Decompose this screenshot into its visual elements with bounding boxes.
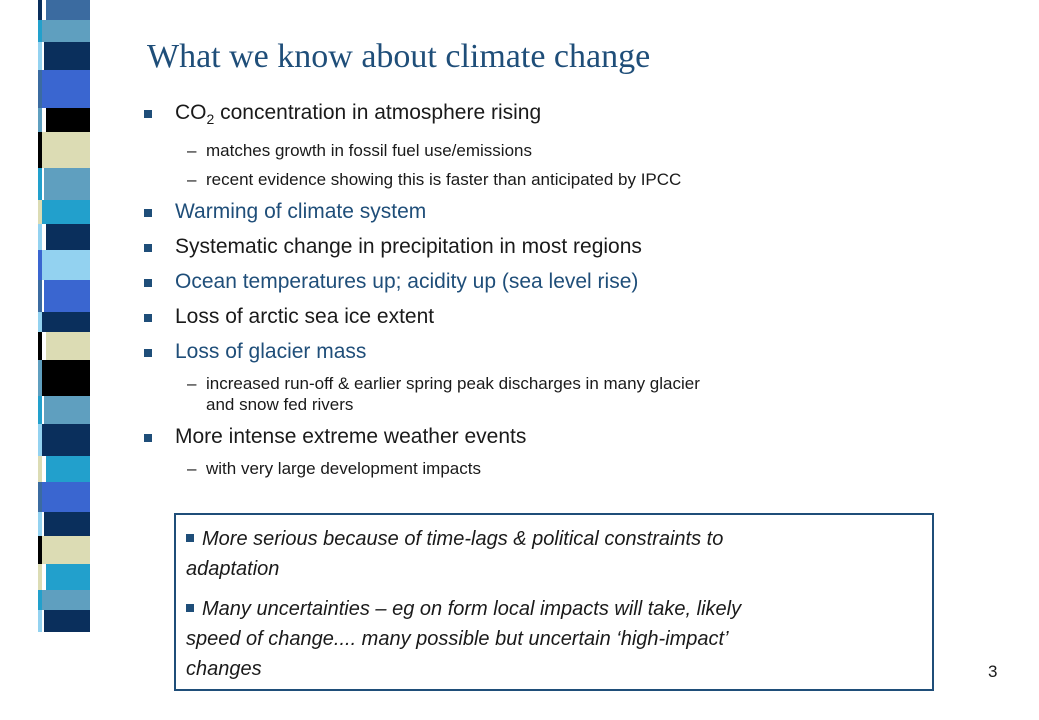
co2-text: concentration in atmosphere rising <box>214 101 542 124</box>
bullet-warming: Warming of climate system <box>142 199 1002 225</box>
stripe-segment <box>44 168 90 200</box>
stripe-edge <box>38 536 42 564</box>
sub-bullet-fossil-fuel: – matches growth in fossil fuel use/emis… <box>142 140 1002 161</box>
stripe-edge <box>38 200 42 224</box>
sub-bullet-text: with very large development impacts <box>206 459 481 479</box>
decorative-stripe-bar <box>38 0 98 720</box>
bullet-marker-icon <box>144 244 152 253</box>
bullet-marker-icon <box>186 533 194 542</box>
dash-marker: – <box>187 141 197 161</box>
callout-time-lags: More serious because of time-lags & poli… <box>186 524 922 584</box>
dash-marker: – <box>187 459 197 479</box>
bullet-text: Systematic change in precipitation in mo… <box>175 235 642 259</box>
bullet-marker-icon <box>144 110 152 118</box>
stripe-segment <box>40 70 90 108</box>
slide-title: What we know about climate change <box>147 38 651 75</box>
bullet-arctic-ice: Loss of arctic sea ice extent <box>142 304 1002 330</box>
co2-subscript: 2 <box>206 111 215 128</box>
stripe-edge <box>38 250 42 280</box>
dash-marker: – <box>187 170 197 190</box>
stripe-edge <box>38 168 42 200</box>
bullet-marker-icon <box>144 434 152 443</box>
bullet-marker-icon <box>144 349 152 358</box>
bullet-marker-icon <box>144 279 152 288</box>
stripe-segment <box>42 250 90 280</box>
stripe-edge <box>38 108 42 132</box>
stripe-segment <box>42 132 90 168</box>
callout-box: More serious because of time-lags & poli… <box>174 513 934 691</box>
sub-bullet-text-line1: increased run-off & earlier spring peak … <box>206 374 700 394</box>
bullet-text: Loss of arctic sea ice extent <box>175 305 435 329</box>
sub-bullet-runoff: – increased run-off & earlier spring pea… <box>142 373 1002 415</box>
bullet-marker-icon <box>144 209 152 218</box>
bullet-text: Loss of glacier mass <box>175 340 367 364</box>
stripe-edge <box>38 564 42 590</box>
bullet-marker-icon <box>144 314 152 323</box>
stripe-edge <box>38 20 42 42</box>
stripe-segment <box>46 108 90 132</box>
stripe-segment <box>46 564 90 590</box>
stripe-segment <box>42 482 90 512</box>
stripe-edge <box>38 70 42 108</box>
stripe-segment <box>46 0 90 20</box>
bullet-extreme-weather: More intense extreme weather events <box>142 424 1002 450</box>
bullet-list: CO2 concentration in atmosphere rising –… <box>142 100 1002 479</box>
stripe-segment <box>46 332 90 360</box>
stripe-edge <box>38 132 42 168</box>
dash-marker: – <box>187 374 197 394</box>
stripe-edge <box>38 456 42 482</box>
stripe-edge <box>38 424 42 456</box>
callout-line: More serious because of time-lags & poli… <box>202 528 724 550</box>
stripe-edge <box>38 360 42 396</box>
bullet-co2: CO2 concentration in atmosphere rising <box>142 100 1002 132</box>
sub-bullet-text: matches growth in fossil fuel use/emissi… <box>206 141 532 161</box>
co2-prefix: CO <box>175 101 207 124</box>
stripe-edge <box>38 280 42 312</box>
stripe-segment <box>44 512 90 536</box>
stripe-edge <box>38 224 42 250</box>
callout-uncertainties: Many uncertainties – eg on form local im… <box>186 594 922 684</box>
page-number: 3 <box>988 662 998 681</box>
stripe-segment <box>44 280 90 312</box>
stripe-segment <box>42 360 90 396</box>
stripe-edge <box>38 610 42 632</box>
stripe-segment <box>40 536 90 564</box>
bullet-text: Warming of climate system <box>175 200 427 224</box>
stripe-segment <box>46 224 90 250</box>
stripe-edge <box>38 396 42 424</box>
bullet-precipitation: Systematic change in precipitation in mo… <box>142 234 1002 260</box>
callout-line: adaptation <box>186 558 280 580</box>
sub-bullet-text: recent evidence showing this is faster t… <box>206 170 682 190</box>
stripe-edge <box>38 332 42 360</box>
sub-bullet-ipcc: – recent evidence showing this is faster… <box>142 169 1002 190</box>
stripe-edge <box>38 0 42 20</box>
bullet-text: Ocean temperatures up; acidity up (sea l… <box>175 270 639 294</box>
stripe-edge <box>38 42 42 70</box>
stripe-segment <box>44 42 90 70</box>
stripe-edge <box>38 312 42 332</box>
stripe-segment <box>46 456 90 482</box>
callout-line: Many uncertainties – eg on form local im… <box>202 598 742 620</box>
stripe-edge <box>38 482 42 512</box>
sub-bullet-development: – with very large development impacts <box>142 458 1002 479</box>
stripe-segment <box>44 396 90 424</box>
stripe-segment <box>40 312 90 332</box>
callout-line: changes <box>186 658 262 680</box>
bullet-text: More intense extreme weather events <box>175 425 527 449</box>
callout-line: speed of change.... many possible but un… <box>186 628 729 650</box>
stripe-edge <box>38 590 42 610</box>
stripe-segment <box>42 20 90 42</box>
bullet-marker-icon <box>186 603 194 612</box>
stripe-edge <box>38 512 42 536</box>
bullet-glacier: Loss of glacier mass <box>142 339 1002 365</box>
bullet-ocean: Ocean temperatures up; acidity up (sea l… <box>142 269 1002 295</box>
stripe-segment <box>40 200 90 224</box>
sub-bullet-text-line2: and snow fed rivers <box>206 395 354 415</box>
stripe-segment <box>44 610 90 632</box>
stripe-segment <box>40 424 90 456</box>
stripe-segment <box>42 590 90 610</box>
